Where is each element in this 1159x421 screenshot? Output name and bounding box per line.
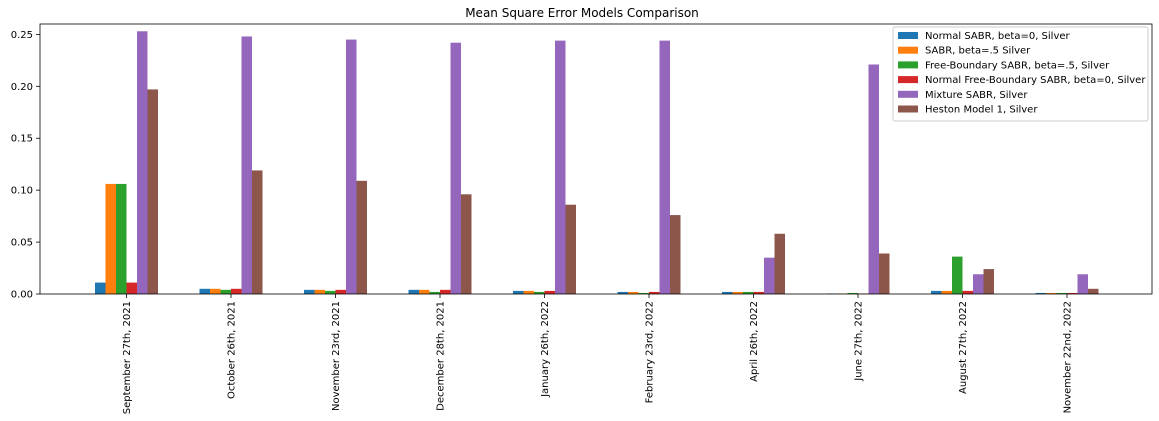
y-tick-label: 0.00 [11,290,33,301]
bar [429,291,440,294]
bar [868,64,879,294]
x-tick-label: December 28th, 2021 [436,301,447,411]
chart-title: Mean Square Error Models Comparison [465,6,699,20]
x-tick-label: November 23rd, 2021 [331,301,342,411]
bar [628,291,639,294]
bar [95,282,106,294]
y-axis: 0.00 0.05 0.10 0.15 0.20 0.25 [11,30,40,301]
bar [1067,292,1078,294]
legend-box [892,26,1149,122]
bar [1046,292,1057,294]
bar [847,292,858,294]
legend: Normal SABR, beta=0, Silver SABR, beta=.5… [892,26,1149,122]
bar [962,290,973,294]
bar [419,289,430,294]
bar [335,289,346,294]
bar [1035,292,1046,294]
bar [659,40,670,294]
legend-label: Mixture SABR, Silver [925,90,1028,101]
bar [440,289,451,294]
bar [356,180,367,294]
y-tick-label: 0.05 [11,238,33,249]
legend-swatch [898,46,918,54]
bar [346,39,357,295]
bar [879,253,890,294]
bar [461,194,472,294]
y-tick-label: 0.25 [11,30,33,41]
x-axis: September 27th, 2021 October 26th, 2021 No… [122,294,1074,414]
x-tick-label: February 23rd, 2022 [645,301,656,403]
bar [973,274,984,294]
bar [241,36,252,294]
legend-label: Heston Model 1, Silver [925,105,1038,116]
legend-swatch [898,105,918,113]
bar [147,89,158,294]
bar [649,291,660,294]
x-tick-label: October 26th, 2021 [227,301,238,399]
bar [565,204,576,294]
bar [931,290,942,294]
bar [617,291,628,294]
legend-label: Normal SABR, beta=0, Silver [925,31,1071,42]
bar [534,291,545,294]
x-tick-label: August 27th, 2022 [958,301,969,394]
bar [1088,288,1099,294]
x-tick-label: November 22nd, 2022 [1063,301,1074,413]
bar [544,290,555,294]
y-tick-label: 0.20 [11,82,33,93]
bar [325,290,336,294]
plot-frame [39,23,1153,295]
bar [983,269,994,294]
bar [764,257,775,294]
bar [126,282,137,294]
bar [450,42,461,294]
bar [252,170,263,294]
bar [1056,292,1067,294]
y-tick-label: 0.15 [11,134,33,145]
bar [304,289,315,294]
y-tick-label: 0.10 [11,186,33,197]
bar [952,256,963,294]
legend-swatch [898,32,918,39]
x-tick-label: April 26th, 2022 [749,301,760,382]
bar [199,288,210,294]
bar [732,291,743,294]
legend-swatch [898,61,918,69]
bars-group [95,31,1099,295]
legend-label: SABR, beta=.5 Silver [925,46,1031,57]
bar [1077,274,1088,294]
bar [753,291,764,294]
legend-swatch [898,90,918,98]
bar [220,289,231,294]
x-tick-label: June 27th, 2022 [854,301,865,382]
bar [314,289,325,294]
bar [137,31,148,295]
bar [774,233,785,294]
x-tick-label: September 27th, 2021 [122,301,133,414]
bar [638,292,649,294]
bar [231,288,242,294]
bar [555,40,566,294]
bar [941,290,952,294]
bar [210,288,221,294]
bar [116,183,127,294]
bar [408,289,419,294]
bar [105,183,116,294]
bar [722,291,733,294]
legend-swatch [898,76,918,84]
bar [670,215,681,294]
bar [513,290,524,294]
bar [523,290,534,294]
legend-label: Normal Free-Boundary SABR, beta=0, Silve… [925,75,1146,86]
x-tick-label: January 26th, 2022 [540,301,551,398]
legend-label: Free-Boundary SABR, beta=.5, Silver [925,60,1110,71]
bar [743,291,754,294]
